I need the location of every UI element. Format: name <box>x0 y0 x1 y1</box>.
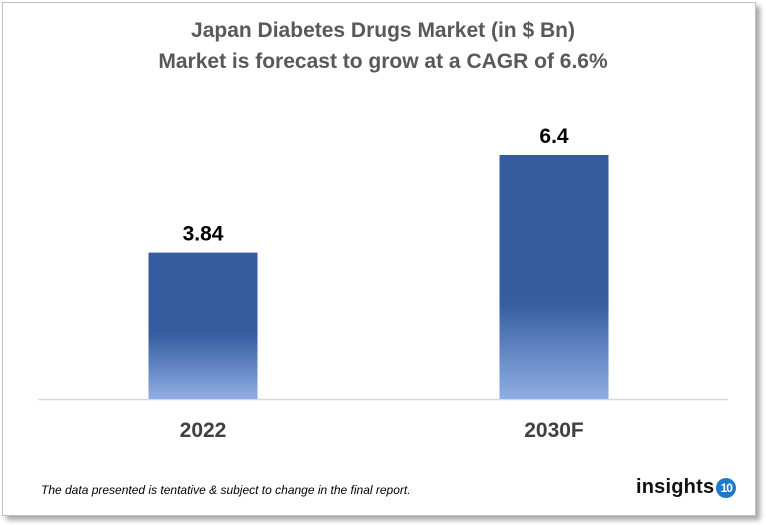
logo-badge: 10 <box>716 477 737 498</box>
logo-text: insights <box>636 476 715 498</box>
data-label: 6.4 <box>539 125 569 148</box>
disclaimer-note: The data presented is tentative & subjec… <box>41 483 411 497</box>
bar-2022 <box>148 252 258 399</box>
chart-title: Japan Diabetes Drugs Market (in $ Bn) <box>191 19 575 42</box>
x-tick-label: 2022 <box>180 419 227 442</box>
bar-2030F <box>499 155 609 399</box>
insights10-logo: insights 10 <box>636 476 737 499</box>
x-tick-label: 2030F <box>524 419 584 442</box>
data-label: 3.84 <box>183 223 224 246</box>
chart-frame <box>2 2 756 516</box>
chart-subtitle: Market is forecast to grow at a CAGR of … <box>158 50 608 73</box>
